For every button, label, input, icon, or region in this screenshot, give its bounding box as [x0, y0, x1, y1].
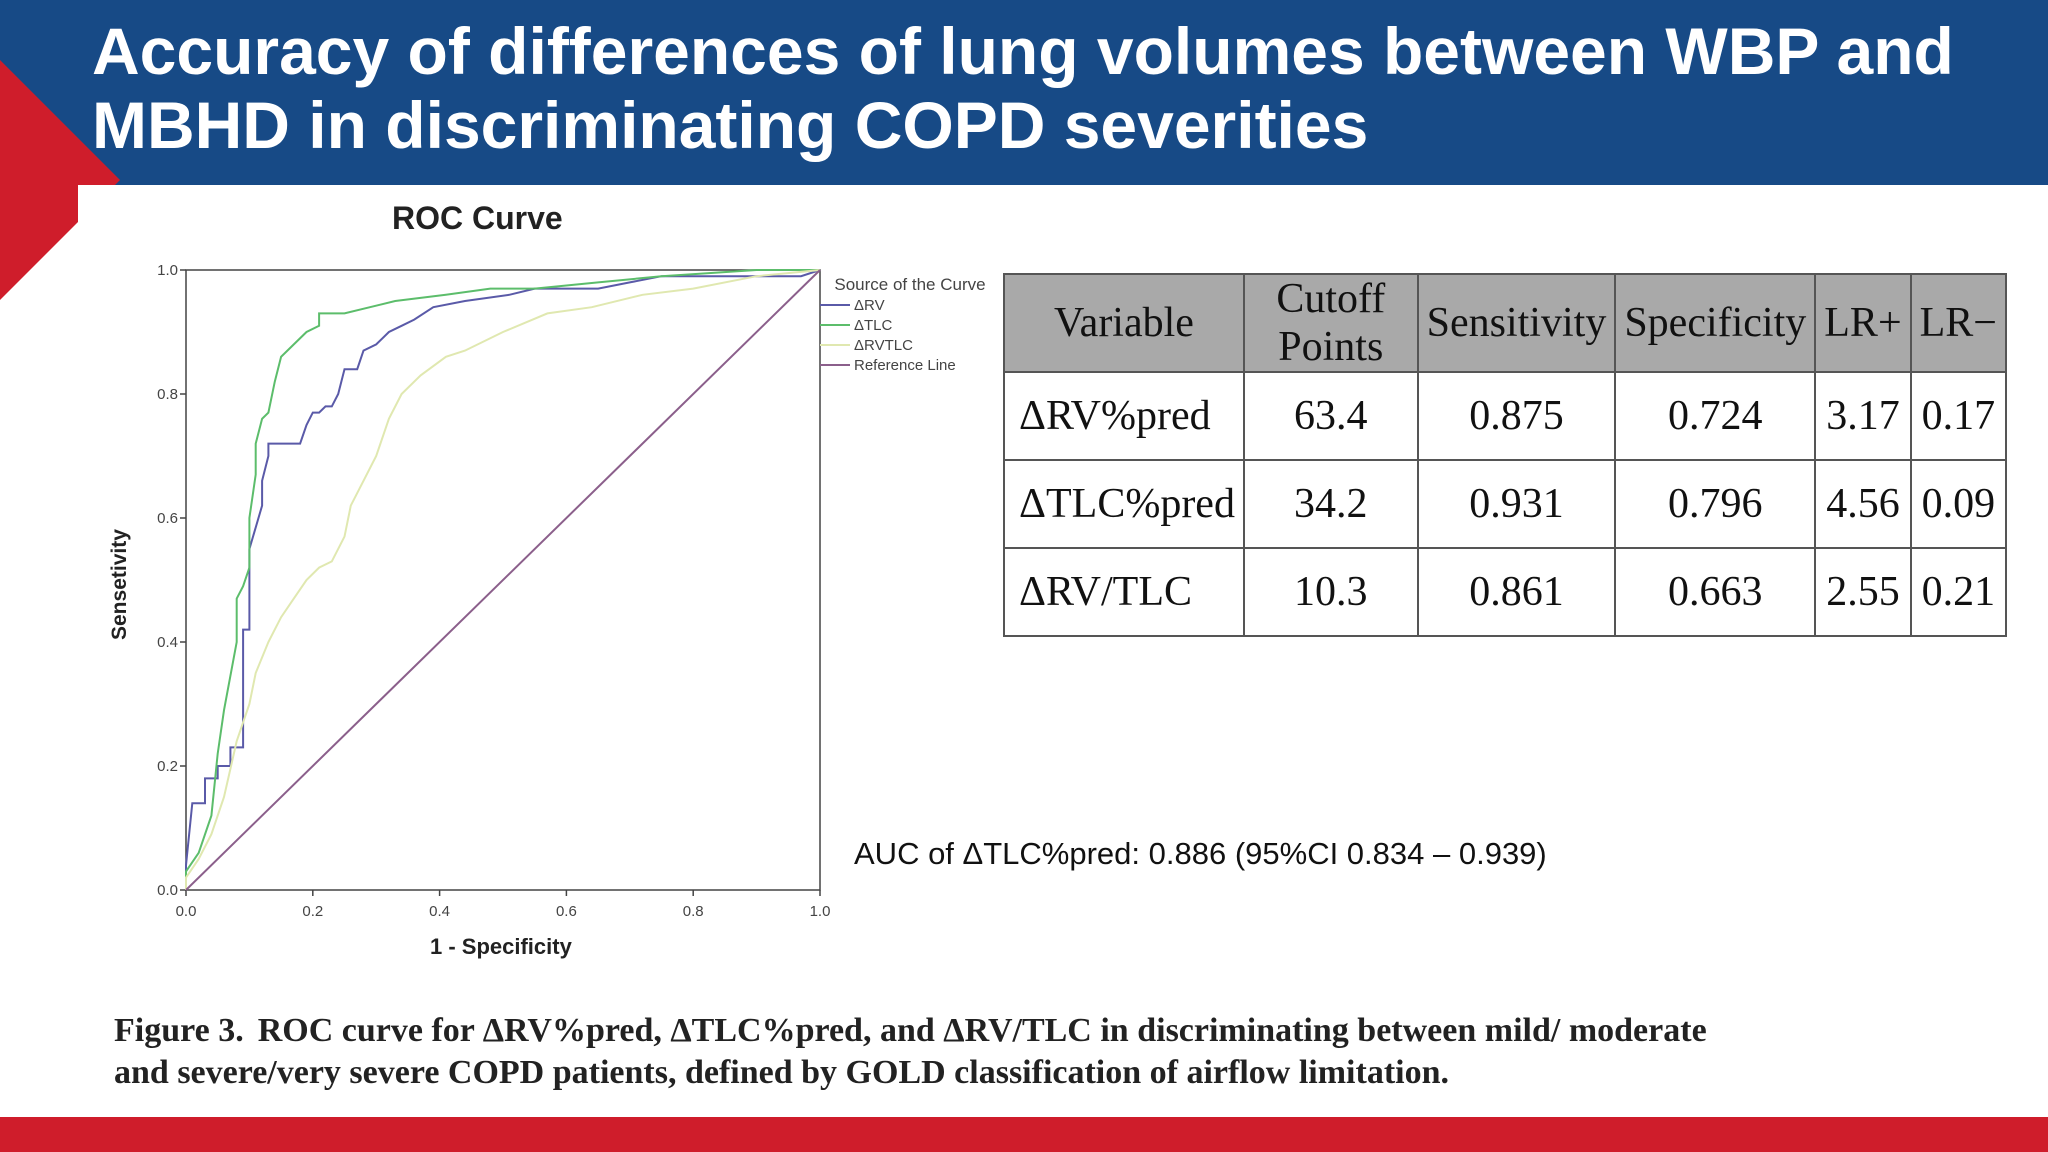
table-cell: ΔTLC%pred — [1003, 459, 1245, 549]
caption-label: Figure 3. — [114, 1012, 244, 1049]
rvtlc-curve — [185, 269, 821, 890]
table-header-cell: LR+ — [1814, 273, 1912, 373]
x-tick-label: 0.4 — [429, 903, 450, 920]
x-tick-label: 1.0 — [810, 903, 831, 920]
table-cell: 3.17 — [1814, 371, 1912, 461]
table-cell: 4.56 — [1814, 459, 1912, 549]
table-header-cell: Specificity — [1614, 273, 1817, 373]
legend-item: Reference Line — [820, 355, 1000, 375]
legend-label: ΔTLC — [854, 316, 893, 334]
table-header-cell: LR− — [1909, 273, 2008, 373]
legend-swatch — [820, 364, 850, 366]
table-row: ΔTLC%pred 34.2 0.931 0.796 4.56 0.09 — [1003, 459, 2008, 549]
table-cell: 0.861 — [1416, 547, 1617, 637]
red-accent-triangle — [0, 60, 120, 300]
y-tick-label: 0.6 — [157, 510, 178, 527]
legend-swatch — [820, 344, 850, 346]
table-cell: 0.09 — [1909, 459, 2008, 549]
table-header-cell: Variable — [1003, 273, 1245, 373]
x-axis-title: 1 - Specificity — [430, 934, 572, 959]
x-tick-label: 0.0 — [176, 903, 197, 920]
legend-item: ΔTLC — [820, 315, 1000, 335]
x-tick-label: 0.8 — [683, 903, 704, 920]
table-cell: 63.4 — [1242, 371, 1419, 461]
table-cell: 34.2 — [1242, 459, 1419, 549]
slide-header — [0, 0, 2048, 185]
tlc-curve — [185, 269, 820, 890]
legend-title: Source of the Curve — [834, 275, 986, 294]
legend-label: Reference Line — [854, 356, 956, 374]
legend-swatch — [820, 324, 850, 326]
auc-note: AUC of ΔTLC%pred: 0.886 (95%CI 0.834 – 0… — [854, 836, 1547, 871]
table-cell: 0.875 — [1416, 371, 1617, 461]
table-cell: 0.663 — [1614, 547, 1817, 637]
table-row: ΔRV/TLC 10.3 0.861 0.663 2.55 0.21 — [1003, 547, 2008, 637]
figure-caption: Figure 3. ROC curve for ΔRV%pred, ΔTLC%pr… — [114, 1010, 1734, 1094]
legend-items: ΔRV ΔTLC ΔRVTLC Reference Line — [820, 295, 1000, 375]
table-cell: 0.21 — [1909, 547, 2008, 637]
table-header-cell: Sensitivity — [1416, 273, 1617, 373]
legend-item: ΔRV — [820, 295, 1000, 315]
table-cell: ΔRV%pred — [1003, 371, 1245, 461]
y-tick-label: 0.2 — [157, 758, 178, 775]
legend-label: ΔRV — [854, 296, 885, 314]
table-row: ΔRV%pred 63.4 0.875 0.724 3.17 0.17 — [1003, 371, 2008, 461]
y-tick-label: 0.8 — [157, 386, 178, 403]
roc-statistics-table: Variable Cutoff Points Sensitivity Speci… — [1003, 273, 2008, 637]
x-tick-label: 0.2 — [302, 903, 323, 920]
plot-frame — [185, 269, 821, 891]
x-tick-label: 0.6 — [556, 903, 577, 920]
table-cell: 0.17 — [1909, 371, 2008, 461]
rv-curve — [185, 269, 821, 890]
y-tick-label: 0.4 — [157, 634, 178, 651]
table-header-cell: Cutoff Points — [1242, 273, 1419, 373]
table-cell: 0.931 — [1416, 459, 1617, 549]
legend-label: ΔRVTLC — [854, 336, 913, 354]
y-tick-label: 0.0 — [157, 882, 178, 899]
table-cell: 0.724 — [1614, 371, 1817, 461]
bottom-accent-bar — [0, 1117, 2048, 1152]
y-tick-label: 1.0 — [157, 262, 178, 279]
reference-line — [185, 269, 821, 891]
y-axis-title: Sensetivity — [108, 529, 131, 640]
slide-title: Accuracy of differences of lung volumes … — [92, 14, 1954, 162]
table-cell: ΔRV/TLC — [1003, 547, 1245, 637]
table-cell: 10.3 — [1242, 547, 1419, 637]
table-cell: 2.55 — [1814, 547, 1912, 637]
caption-text: ROC curve for ΔRV%pred, ΔTLC%pred, and Δ… — [114, 1012, 1707, 1091]
chart-title: ROC Curve — [392, 200, 563, 236]
legend-item: ΔRVTLC — [820, 335, 1000, 355]
legend-swatch — [820, 304, 850, 306]
table-cell: 0.796 — [1614, 459, 1817, 549]
chart-legend: Source of the Curve ΔRV ΔTLC ΔRVTLC Referen… — [820, 274, 1000, 375]
table-header-row: Variable Cutoff Points Sensitivity Speci… — [1003, 273, 2008, 373]
